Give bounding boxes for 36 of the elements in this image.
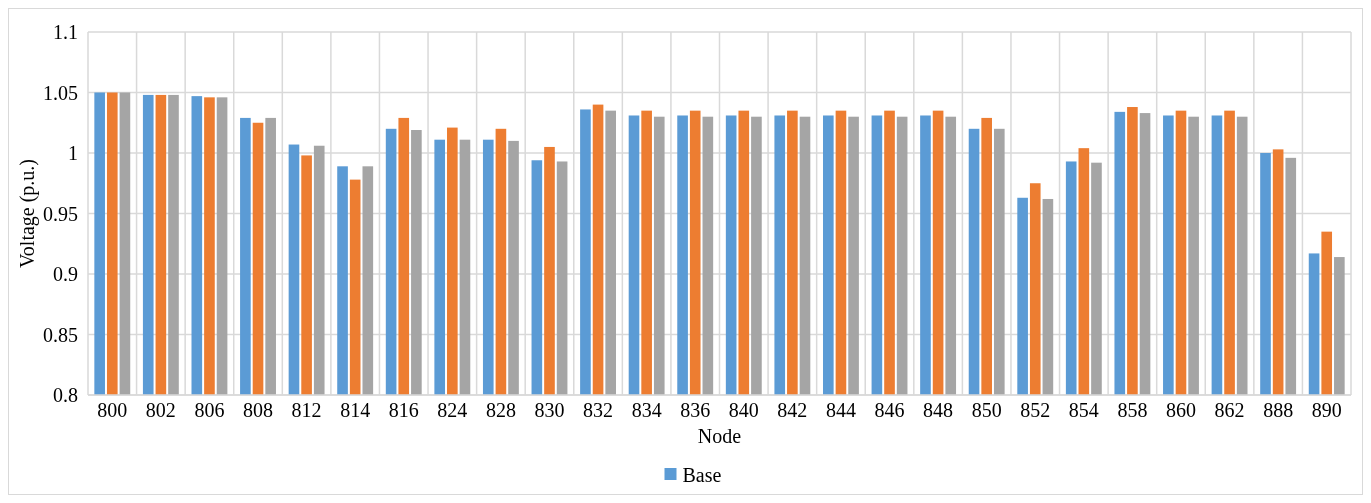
x-tick-label: 832 xyxy=(583,399,614,421)
x-tick-label: 836 xyxy=(680,399,711,421)
x-tick-label: 844 xyxy=(825,399,856,421)
x-tick-label: 840 xyxy=(728,399,759,421)
x-tick-label: 834 xyxy=(631,399,662,421)
x-tick-label: 854 xyxy=(1068,399,1099,421)
y-tick-label: 1.05 xyxy=(43,81,78,104)
legend-label: Base xyxy=(682,464,722,486)
y-tick-label: 0.85 xyxy=(43,323,78,346)
x-tick-label: 846 xyxy=(874,399,905,421)
x-tick-label: 802 xyxy=(145,399,176,421)
x-tick-label: 848 xyxy=(923,399,954,421)
x-tick-label: 890 xyxy=(1311,399,1342,421)
x-axis-title: Node xyxy=(697,425,742,447)
y-tick-label: 1 xyxy=(68,142,78,164)
x-tick-label: 806 xyxy=(194,399,225,421)
y-tick-label: 0.9 xyxy=(53,263,78,285)
x-tick-label: 862 xyxy=(1214,399,1245,421)
x-tick-label: 888 xyxy=(1263,399,1294,421)
x-tick-label: 824 xyxy=(437,399,468,421)
x-tick-label: 808 xyxy=(243,399,274,421)
x-tick-label: 812 xyxy=(291,399,322,421)
y-tick-label: 1.1 xyxy=(53,21,78,43)
x-tick-label: 858 xyxy=(1117,399,1148,421)
y-tick-label: 0.95 xyxy=(43,202,78,225)
x-tick-label: 852 xyxy=(1020,399,1051,421)
x-tick-label: 842 xyxy=(777,399,808,421)
x-tick-label: 828 xyxy=(485,399,516,421)
x-tick-label: 800 xyxy=(97,399,128,421)
x-tick-label: 830 xyxy=(534,399,565,421)
x-tick-label: 860 xyxy=(1165,399,1196,421)
y-axis-title: Voltage (p.u.) xyxy=(16,158,39,269)
x-tick-label: 814 xyxy=(340,399,371,421)
x-tick-label: 816 xyxy=(388,399,419,421)
y-tick-label: 0.8 xyxy=(53,384,78,406)
x-tick-label: 850 xyxy=(971,399,1002,421)
